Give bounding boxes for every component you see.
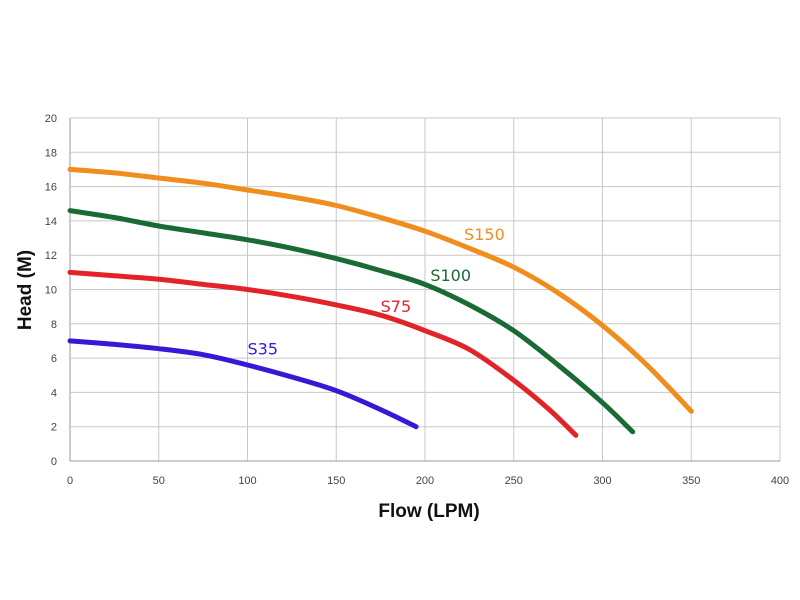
grid — [69, 117, 781, 462]
y-tick-label: 14 — [45, 216, 57, 228]
y-tick-label: 4 — [51, 387, 57, 399]
series-line-s100 — [67, 208, 636, 435]
x-tick-label: 0 — [67, 475, 73, 487]
series-label-s150: S150 — [464, 225, 505, 244]
x-tick-label: 400 — [771, 475, 789, 487]
series-labels: S35 S75 S100 S150 — [248, 225, 505, 359]
series-curves — [67, 166, 694, 438]
y-tick-label: 18 — [45, 147, 57, 159]
x-tick-label: 50 — [153, 475, 165, 487]
series-label-s35: S35 — [248, 340, 279, 359]
y-axis-ticks: 0 2 4 6 8 10 12 14 16 18 20 — [45, 113, 57, 468]
x-tick-label: 100 — [238, 475, 256, 487]
x-axis-title: Flow (LPM) — [378, 501, 479, 522]
x-tick-label: 350 — [682, 475, 700, 487]
y-tick-label: 10 — [45, 285, 57, 297]
series-line-s35 — [67, 338, 419, 430]
x-tick-label: 150 — [327, 475, 345, 487]
y-tick-label: 12 — [45, 250, 57, 262]
series-line-s150 — [67, 166, 694, 414]
series-label-s75: S75 — [381, 297, 412, 316]
y-tick-label: 2 — [51, 422, 57, 434]
x-axis-ticks: 0 50 100 150 200 250 300 350 400 — [67, 475, 789, 487]
x-tick-label: 250 — [505, 475, 523, 487]
series-line-s75 — [67, 269, 579, 438]
y-tick-label: 6 — [51, 353, 57, 365]
y-axis-title: Head (M) — [15, 250, 36, 330]
y-tick-label: 8 — [51, 319, 57, 331]
y-tick-label: 16 — [45, 182, 57, 194]
y-tick-label: 0 — [51, 456, 57, 468]
x-tick-label: 200 — [416, 475, 434, 487]
x-tick-label: 300 — [593, 475, 611, 487]
y-tick-label: 20 — [45, 113, 57, 125]
series-label-s100: S100 — [430, 266, 471, 285]
